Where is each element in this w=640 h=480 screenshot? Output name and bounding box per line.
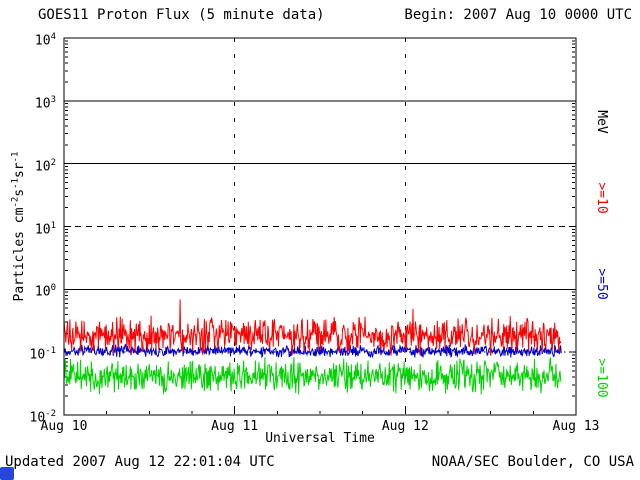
x-tick-label: Aug 11	[211, 419, 259, 434]
right-axis-label: >=10	[594, 182, 609, 214]
right-axis-label: MeV	[594, 110, 609, 134]
y-tick-label: 103	[34, 94, 56, 112]
y-tick-label: 10-1	[29, 346, 57, 363]
y-tick-label: 102	[34, 157, 56, 174]
right-axis-label: >=50	[594, 268, 609, 300]
source-attribution: NOAA/SEC Boulder, CO USA	[431, 454, 634, 470]
y-tick-label: 10-2	[29, 409, 57, 426]
x-tick-label: Aug 10	[40, 419, 88, 434]
x-tick-label: Aug 13	[552, 419, 600, 434]
y-tick-label: 101	[34, 220, 56, 237]
x-tick-label: Aug 12	[381, 419, 429, 434]
y-tick-label: 100	[34, 283, 56, 300]
updated-timestamp: Updated 2007 Aug 12 22:01:04 UTC	[5, 454, 275, 470]
right-axis-label: >=100	[594, 358, 609, 398]
y-tick-label: 104	[34, 32, 56, 49]
corner-icon	[0, 467, 14, 480]
chart-title: GOES11 Proton Flux (5 minute data)	[38, 7, 325, 23]
x-axis-label: Universal Time	[265, 431, 375, 446]
begin-timestamp: Begin: 2007 Aug 10 0000 UTC	[404, 7, 632, 23]
